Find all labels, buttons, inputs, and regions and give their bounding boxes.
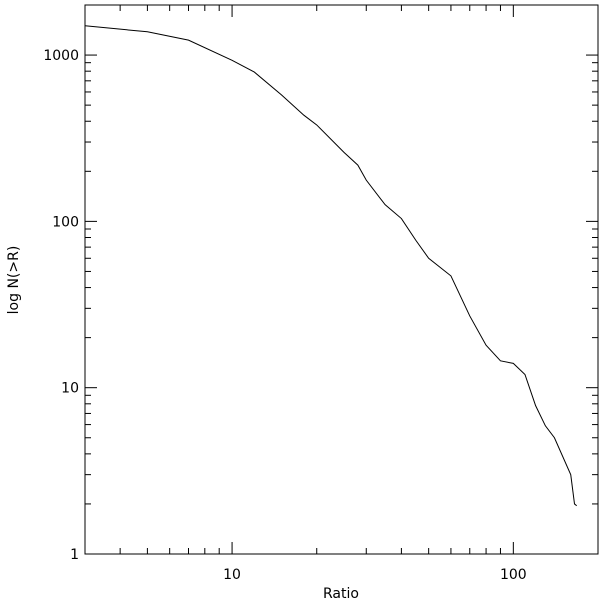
y-tick-label: 100 [52,214,79,230]
y-tick-label: 1 [70,547,79,563]
x-tick-label: 100 [500,567,527,583]
data-line [84,25,578,507]
x-tick-label: 10 [223,567,241,583]
y-tick-label: 10 [61,381,79,397]
y-axis-label: log N(>R) [6,246,22,315]
x-axis-label: Ratio [323,586,359,602]
plot-frame [84,4,599,555]
y-tick-label: 1000 [43,48,79,64]
